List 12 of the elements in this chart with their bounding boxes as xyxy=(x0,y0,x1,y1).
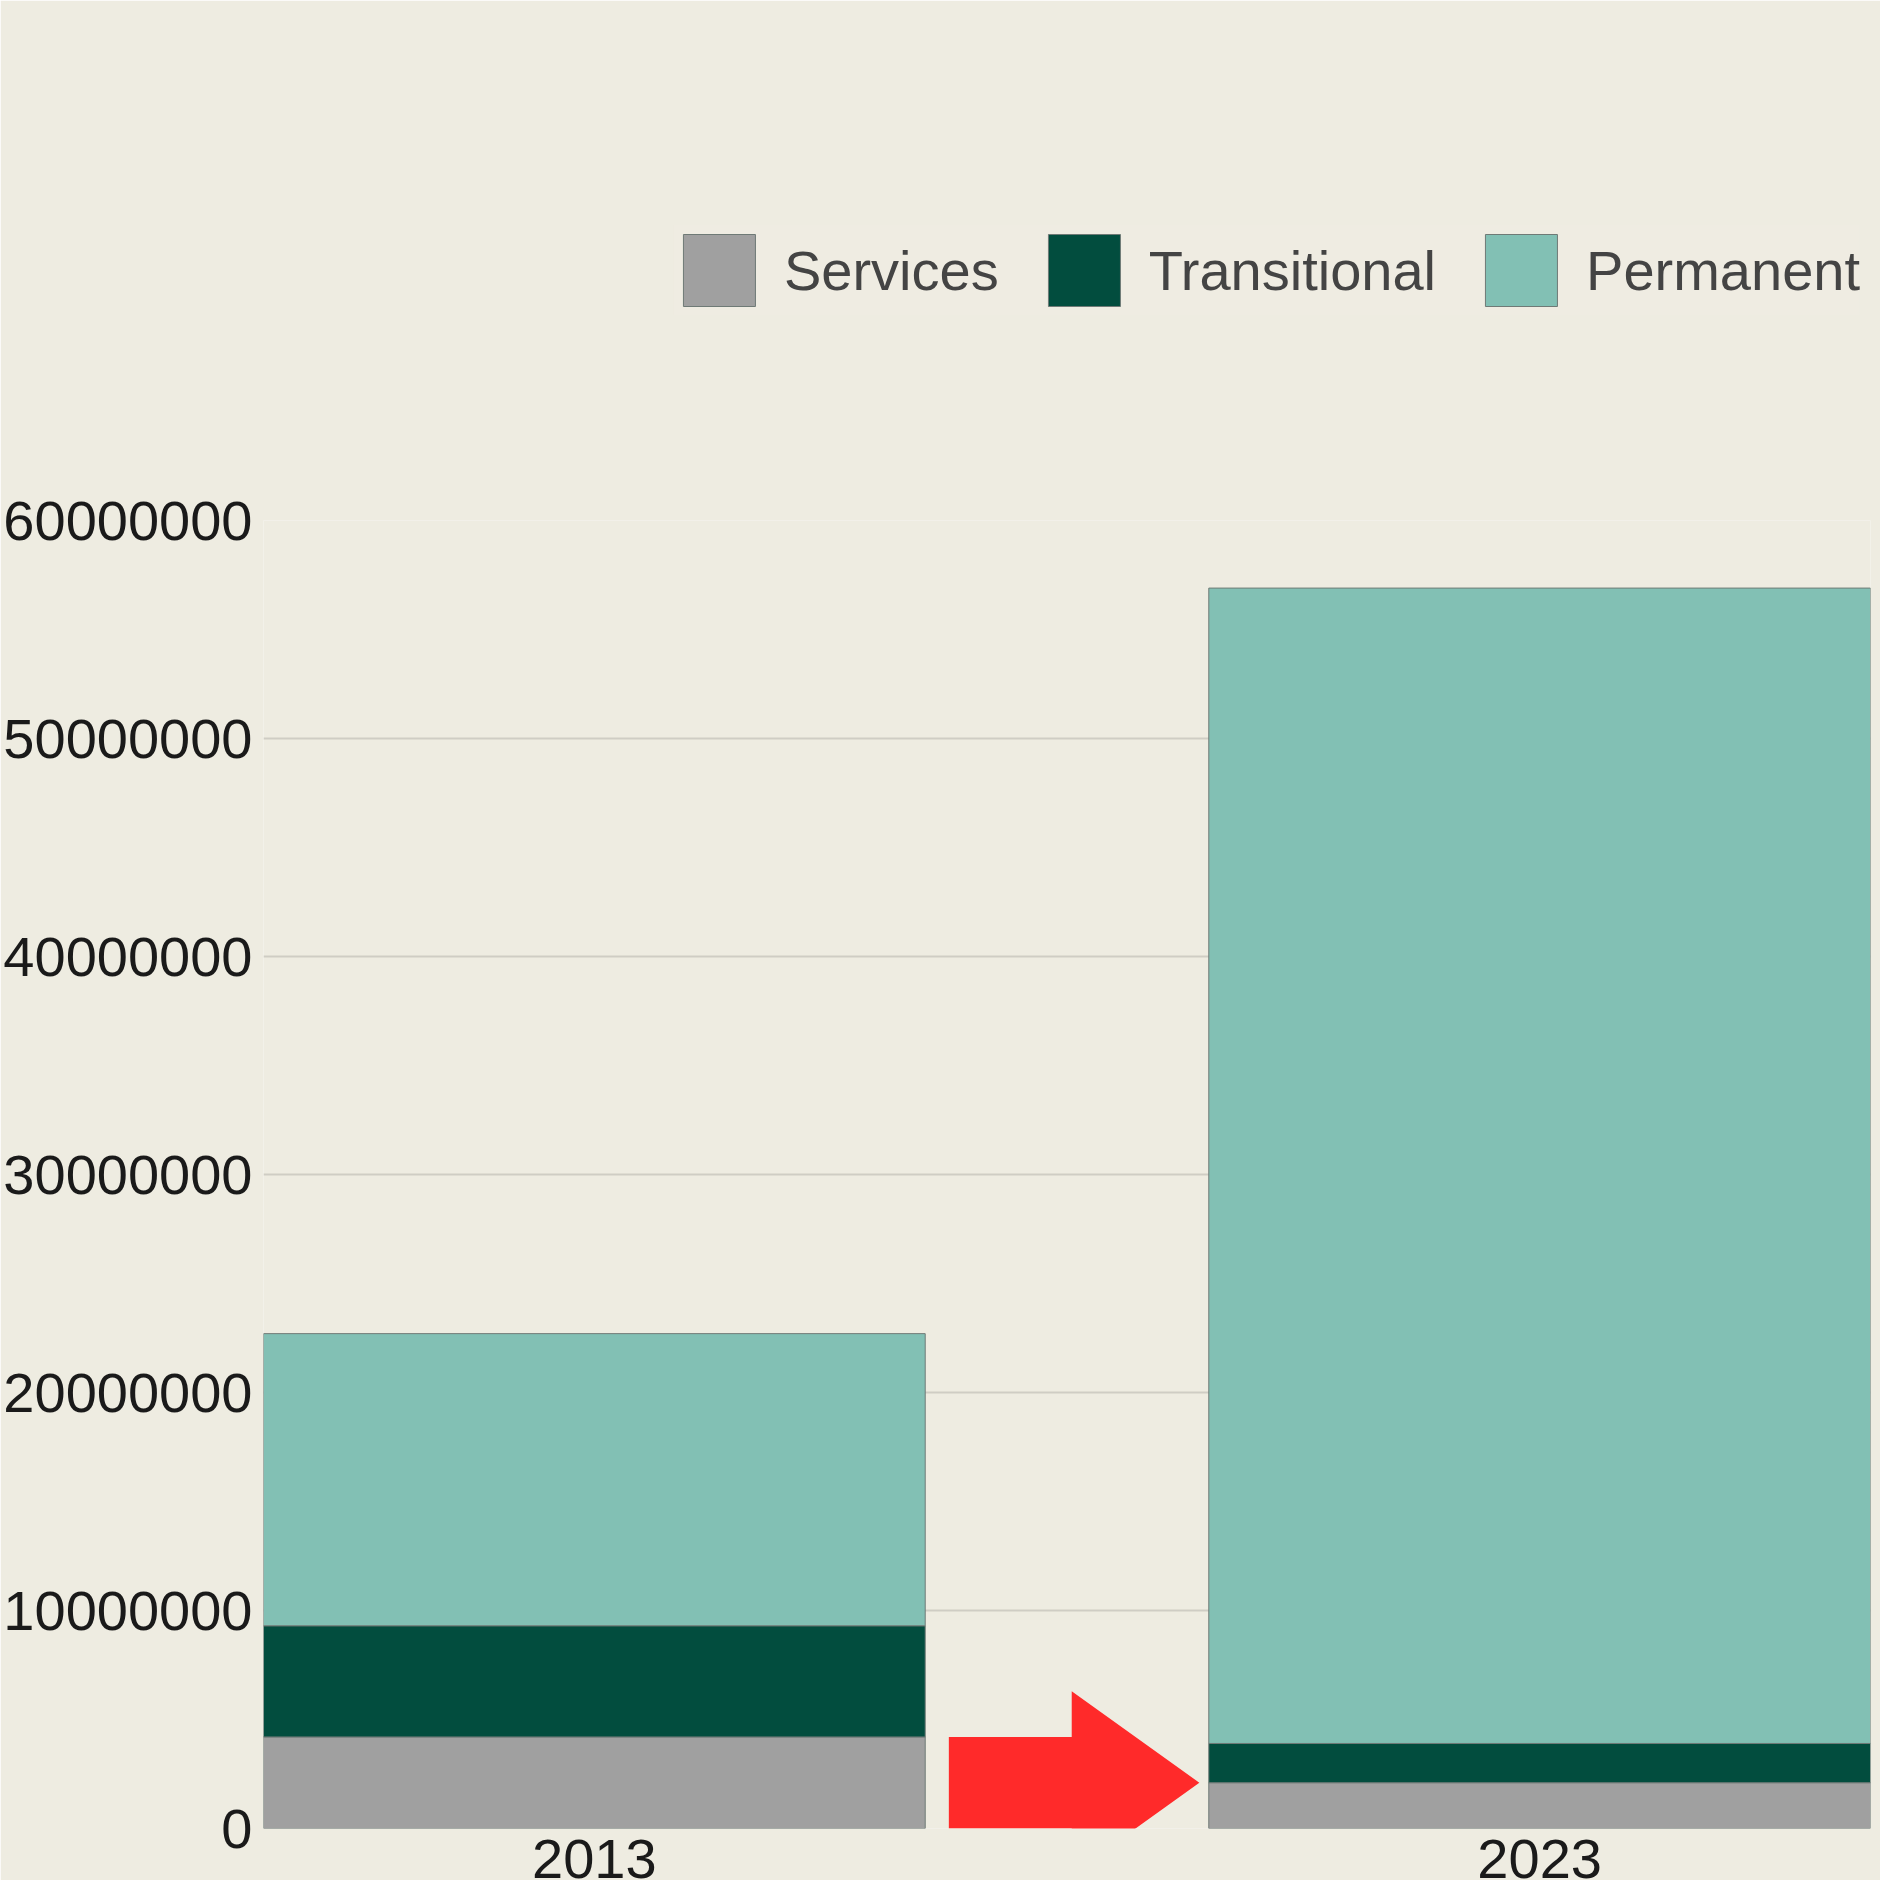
y-tick-label: 20000000 xyxy=(3,1360,253,1424)
y-tick-label: 60000000 xyxy=(3,488,253,552)
legend-label: Transitional xyxy=(1148,237,1437,303)
y-tick-label: 30000000 xyxy=(3,1142,253,1206)
y-tick-label: 0 xyxy=(221,1796,253,1860)
y-tick-label: 10000000 xyxy=(3,1578,253,1642)
legend-label: Permanent xyxy=(1586,237,1860,303)
legend-label: Services xyxy=(783,237,999,303)
x-tick-label: 2013 xyxy=(532,1826,657,1890)
x-tick-label: 2023 xyxy=(1477,1826,1602,1890)
y-tick-label: 40000000 xyxy=(3,924,253,988)
y-tick-label: 50000000 xyxy=(3,706,253,770)
